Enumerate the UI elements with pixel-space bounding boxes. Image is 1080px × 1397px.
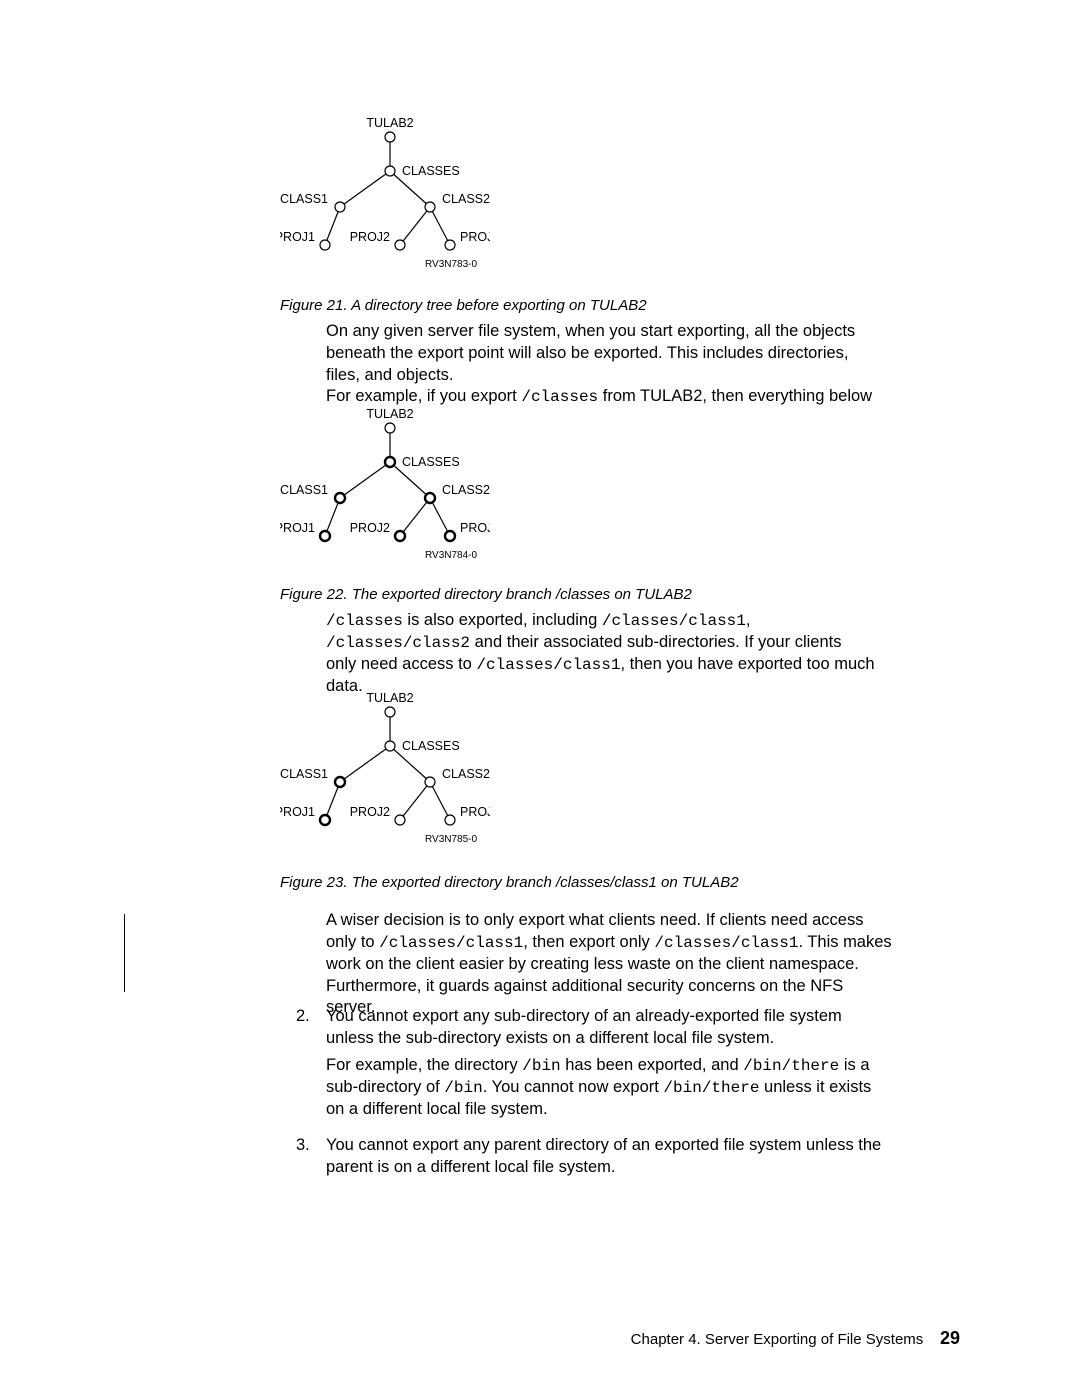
inline-text: , <box>746 611 751 629</box>
inline-text: is also exported, including <box>403 611 602 629</box>
svg-text:CLASSES: CLASSES <box>402 164 460 178</box>
inline-text: has been exported, and <box>561 1056 744 1074</box>
svg-text:CLASS2: CLASS2 <box>442 767 490 781</box>
svg-text:CLASS1: CLASS1 <box>280 767 328 781</box>
svg-text:RV3N784-0: RV3N784-0 <box>425 550 478 561</box>
svg-text:RV3N783-0: RV3N783-0 <box>425 259 478 270</box>
list-marker-2: 2. <box>296 1006 310 1028</box>
svg-text:TULAB2: TULAB2 <box>366 691 413 705</box>
inline-code: /bin/there <box>743 1057 839 1075</box>
footer-page-number: 29 <box>940 1328 960 1348</box>
svg-text:PROJ3: PROJ3 <box>460 521 490 535</box>
svg-text:PROJ2: PROJ2 <box>350 230 390 244</box>
list-marker-3: 3. <box>296 1135 310 1157</box>
para-1b-code: /classes <box>521 388 598 406</box>
svg-text:CLASS1: CLASS1 <box>280 483 328 497</box>
svg-text:PROJ1: PROJ1 <box>280 521 315 535</box>
item-2b: For example, the directory /bin has been… <box>326 1055 892 1121</box>
svg-text:TULAB2: TULAB2 <box>366 407 413 421</box>
tree-23-svg: TULAB2 CLASSES CLASS1 CLASS2 PROJ1 PROJ2 PROJ3… <box>280 690 490 860</box>
inline-code: /bin <box>444 1079 482 1097</box>
svg-text:PROJ3: PROJ3 <box>460 805 490 819</box>
inline-code: /classes/class1 <box>602 612 746 630</box>
svg-text:CLASSES: CLASSES <box>402 455 460 469</box>
para-2: /classes is also exported, including /cl… <box>326 610 876 698</box>
figure-23: TULAB2 CLASSES CLASS1 CLASS2 PROJ1 PROJ2 PROJ3… <box>280 690 490 860</box>
figure-22-caption: Figure 22. The exported directory branch… <box>280 586 920 603</box>
svg-text:CLASS2: CLASS2 <box>442 483 490 497</box>
inline-text: , then export only <box>523 933 654 951</box>
svg-text:PROJ2: PROJ2 <box>350 521 390 535</box>
item-2a: You cannot export any sub-directory of a… <box>326 1006 892 1050</box>
para-1b-pre: For example, if you export <box>326 387 521 405</box>
svg-text:CLASS2: CLASS2 <box>442 192 490 206</box>
inline-code: /classes <box>326 612 403 630</box>
figure-23-caption: Figure 23. The exported directory branch… <box>280 874 920 891</box>
tree-22-svg: TULAB2 CLASSES CLASS1 CLASS2 PROJ1 PROJ2 PROJ3… <box>280 406 490 576</box>
para-3: A wiser decision is to only export what … <box>326 910 892 1019</box>
figure-21: TULAB2 CLASSES CLASS1 CLASS2 PROJ1 PROJ2 PROJ3… <box>280 115 490 285</box>
inline-code: /classes/class1 <box>476 656 620 674</box>
inline-code: /classes/class2 <box>326 634 470 652</box>
inline-code: /classes/class1 <box>654 934 798 952</box>
svg-text:PROJ3: PROJ3 <box>460 230 490 244</box>
inline-code: /bin <box>522 1057 560 1075</box>
tree-21-svg: TULAB2 CLASSES CLASS1 CLASS2 PROJ1 PROJ2 PROJ3… <box>280 115 490 285</box>
footer-text: Chapter 4. Server Exporting of File Syst… <box>631 1331 924 1348</box>
inline-text: For example, the directory <box>326 1056 522 1074</box>
svg-text:PROJ1: PROJ1 <box>280 805 315 819</box>
page: TULAB2 CLASSES CLASS1 CLASS2 PROJ1 PROJ2 PROJ3… <box>0 0 1080 1397</box>
page-footer: Chapter 4. Server Exporting of File Syst… <box>0 1328 1080 1349</box>
inline-code: /classes/class1 <box>379 934 523 952</box>
item-3: You cannot export any parent directory o… <box>326 1135 892 1179</box>
svg-text:PROJ2: PROJ2 <box>350 805 390 819</box>
inline-code: /bin/there <box>663 1079 759 1097</box>
inline-text: . You cannot now export <box>483 1078 664 1096</box>
para-1a: On any given server file system, when yo… <box>326 321 876 386</box>
svg-text:CLASSES: CLASSES <box>402 739 460 753</box>
figure-22: TULAB2 CLASSES CLASS1 CLASS2 PROJ1 PROJ2 PROJ3… <box>280 406 490 576</box>
para-1b-post: from TULAB2, then everything below <box>598 387 872 405</box>
change-bar <box>124 914 125 992</box>
figure-21-caption: Figure 21. A directory tree before expor… <box>280 297 920 314</box>
svg-text:PROJ1: PROJ1 <box>280 230 315 244</box>
svg-text:RV3N785-0: RV3N785-0 <box>425 834 478 845</box>
svg-text:TULAB2: TULAB2 <box>366 116 413 130</box>
svg-text:CLASS1: CLASS1 <box>280 192 328 206</box>
para-1b: For example, if you export /classes from… <box>326 386 876 408</box>
